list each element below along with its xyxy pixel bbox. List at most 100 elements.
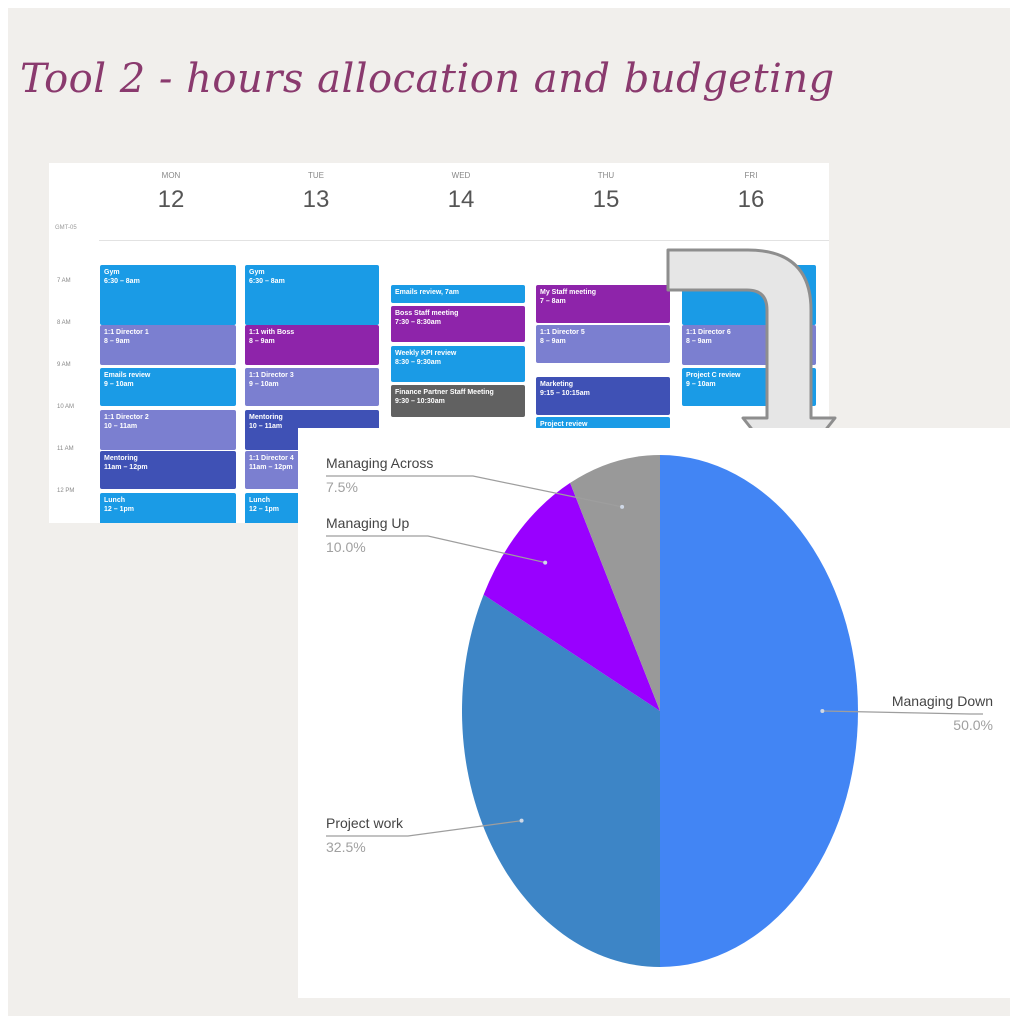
pie-slice-percent: 7.5% <box>326 479 358 495</box>
calendar-event-time: 12 – 1pm <box>104 506 134 513</box>
pie-leader-dot <box>519 818 524 823</box>
calendar-event-time: 11am – 12pm <box>104 464 148 471</box>
calendar-event[interactable]: Lunch 12 – 1pm <box>100 493 236 523</box>
calendar-day-header[interactable]: FRI 16 <box>681 163 821 214</box>
calendar-day-name: TUE <box>308 171 324 180</box>
calendar-day-name: WED <box>451 171 471 180</box>
calendar-event-title: Project C review <box>686 372 741 379</box>
calendar-event-title: 1:1 Director 3 <box>249 372 294 379</box>
calendar-event-time: 8 – 9am <box>686 338 712 345</box>
calendar-day-header[interactable]: MON 12 <box>101 163 241 214</box>
calendar-event-time: 6:30 – 8am <box>249 278 285 285</box>
calendar-day-header[interactable]: WED 14 <box>391 163 531 214</box>
calendar-event-time: 9:15 – 10:15am <box>540 390 590 397</box>
calendar-day-header[interactable]: TUE 13 <box>246 163 386 214</box>
calendar-event-title: Boss Staff meeting <box>395 310 459 317</box>
calendar-event-title: Lunch <box>249 497 270 504</box>
calendar-day-header[interactable]: THU 15 <box>536 163 676 214</box>
calendar-hour-label: 8 AM <box>57 320 71 326</box>
calendar-day-date: 15 <box>592 186 620 213</box>
calendar-event-title: Emails review <box>104 372 151 379</box>
pie-slice[interactable] <box>660 455 858 967</box>
calendar-event-title: Project review <box>540 421 588 428</box>
pie-slice[interactable] <box>483 482 660 711</box>
pie-leader-dot <box>820 709 825 713</box>
calendar-event[interactable]: Gym 6:30 – 8am <box>100 265 236 325</box>
calendar-event-title: Weekly KPI review <box>395 350 457 357</box>
pie-chart: Managing Down 50.0% Project work 32.5% Manag… <box>326 455 993 967</box>
calendar-day-date: 13 <box>302 186 330 213</box>
calendar-event[interactable]: Project review <box>536 417 670 429</box>
calendar-event[interactable]: Weekly KPI review 8:30 – 9:30am <box>391 346 525 382</box>
pie-slice-percent: 32.5% <box>326 839 366 855</box>
calendar-event-time: 7 – 8am <box>540 298 566 305</box>
calendar-event-title: 1:1 Director 2 <box>104 414 149 421</box>
pie-leader-line <box>326 535 546 564</box>
calendar-hour-label: 9 AM <box>57 362 71 368</box>
calendar-event-time: 9 – 10am <box>249 381 279 388</box>
calendar-hour-label: 7 AM <box>57 278 71 284</box>
calendar-event[interactable]: Gym 6:30 – 8am <box>245 265 379 325</box>
calendar-event-title: Mentoring <box>104 455 138 462</box>
calendar-event[interactable]: My Staff meeting 7 – 8am <box>536 285 670 323</box>
calendar-event-time: 9 – 10am <box>104 381 134 388</box>
calendar-event[interactable]: Finance Partner Staff Meeting 9:30 – 10:3… <box>391 385 525 417</box>
calendar-event-time: 8 – 9am <box>249 338 275 345</box>
calendar-event[interactable]: Mentoring 11am – 12pm <box>100 451 236 489</box>
calendar-event[interactable]: Boss Staff meeting 7:30 – 8:30am <box>391 306 525 342</box>
calendar-timezone: GMT-05 <box>55 225 77 231</box>
calendar-event-title: Gym <box>104 269 120 276</box>
pie-leader-line <box>326 475 623 508</box>
calendar-event-title: 1:1 Director 6 <box>686 329 731 336</box>
slide: Tool 2 - hours allocation and budgeting … <box>8 8 1010 1016</box>
calendar-event-time: 7:30 – 8:30am <box>395 319 441 326</box>
calendar-event-title: 1:1 Director 4 <box>249 455 294 462</box>
calendar-event-time: 8:30 – 9:30am <box>395 359 441 366</box>
calendar-hour-label: 10 AM <box>57 404 75 410</box>
pie-slice-label: Managing Down <box>892 693 993 709</box>
calendar-event[interactable]: 1:1 Director 3 9 – 10am <box>245 368 379 406</box>
calendar-day-name: FRI <box>744 171 758 180</box>
calendar-hour-label: 12 PM <box>57 488 75 494</box>
calendar-event-title: My Staff meeting <box>540 289 597 296</box>
calendar-event[interactable]: Emails review 9 – 10am <box>100 368 236 406</box>
calendar-event[interactable]: Emails review, 7am <box>391 285 525 303</box>
pie-chart-panel: Managing Down 50.0% Project work 32.5% Manag… <box>298 428 1010 998</box>
calendar-event-time: 9 – 10am <box>686 381 716 388</box>
calendar-day-date: 14 <box>447 186 475 213</box>
calendar-event-title: 1:1 with Boss <box>249 329 295 336</box>
pie-slice-percent: 10.0% <box>326 539 366 555</box>
pie-slice-label: Managing Across <box>326 455 433 471</box>
calendar-event-title: Emails review, 7am <box>395 289 459 296</box>
calendar-event[interactable]: 1:1 Director 2 10 – 11am <box>100 410 236 450</box>
calendar-event-time: 6:30 – 8am <box>104 278 140 285</box>
pie-leader-line <box>326 820 522 837</box>
pie-slice-label: Managing Up <box>326 515 409 531</box>
calendar-day-date: 12 <box>157 186 185 213</box>
calendar-event-title: Finance Partner Staff Meeting <box>395 389 494 396</box>
calendar-event-title: Mentoring <box>249 414 283 421</box>
calendar-day-name: THU <box>597 171 615 180</box>
pie-leader-line <box>822 710 983 715</box>
calendar-event-time: 8 – 9am <box>104 338 130 345</box>
calendar-event[interactable]: 1:1 Director 5 8 – 9am <box>536 325 670 363</box>
calendar-event[interactable]: Marketing 9:15 – 10:15am <box>536 377 670 415</box>
calendar-header-divider <box>99 240 829 241</box>
pie-slice[interactable] <box>570 455 660 711</box>
calendar-event-title: 1:1 Director 1 <box>104 329 149 336</box>
calendar-event-title: Lunch <box>104 497 125 504</box>
calendar-event-time: 12 – 1pm <box>249 506 279 513</box>
calendar-event-title: Marketing <box>540 381 574 388</box>
calendar-day-name: MON <box>161 171 181 180</box>
calendar-day-date: 16 <box>737 186 765 213</box>
curved-down-arrow-icon <box>666 248 837 478</box>
calendar-event[interactable]: 1:1 Director 1 8 – 9am <box>100 325 236 365</box>
calendar-event-time: 10 – 11am <box>249 423 283 430</box>
slide-title: Tool 2 - hours allocation and budgeting <box>20 56 835 102</box>
calendar-event-title: Gym <box>249 269 265 276</box>
pie-slice[interactable] <box>461 594 660 967</box>
calendar-event[interactable]: 1:1 with Boss 8 – 9am <box>245 325 379 365</box>
pie-leader-dot <box>543 560 548 565</box>
calendar-hour-label: 11 AM <box>57 446 74 452</box>
calendar-event-time: 11am – 12pm <box>249 464 293 471</box>
